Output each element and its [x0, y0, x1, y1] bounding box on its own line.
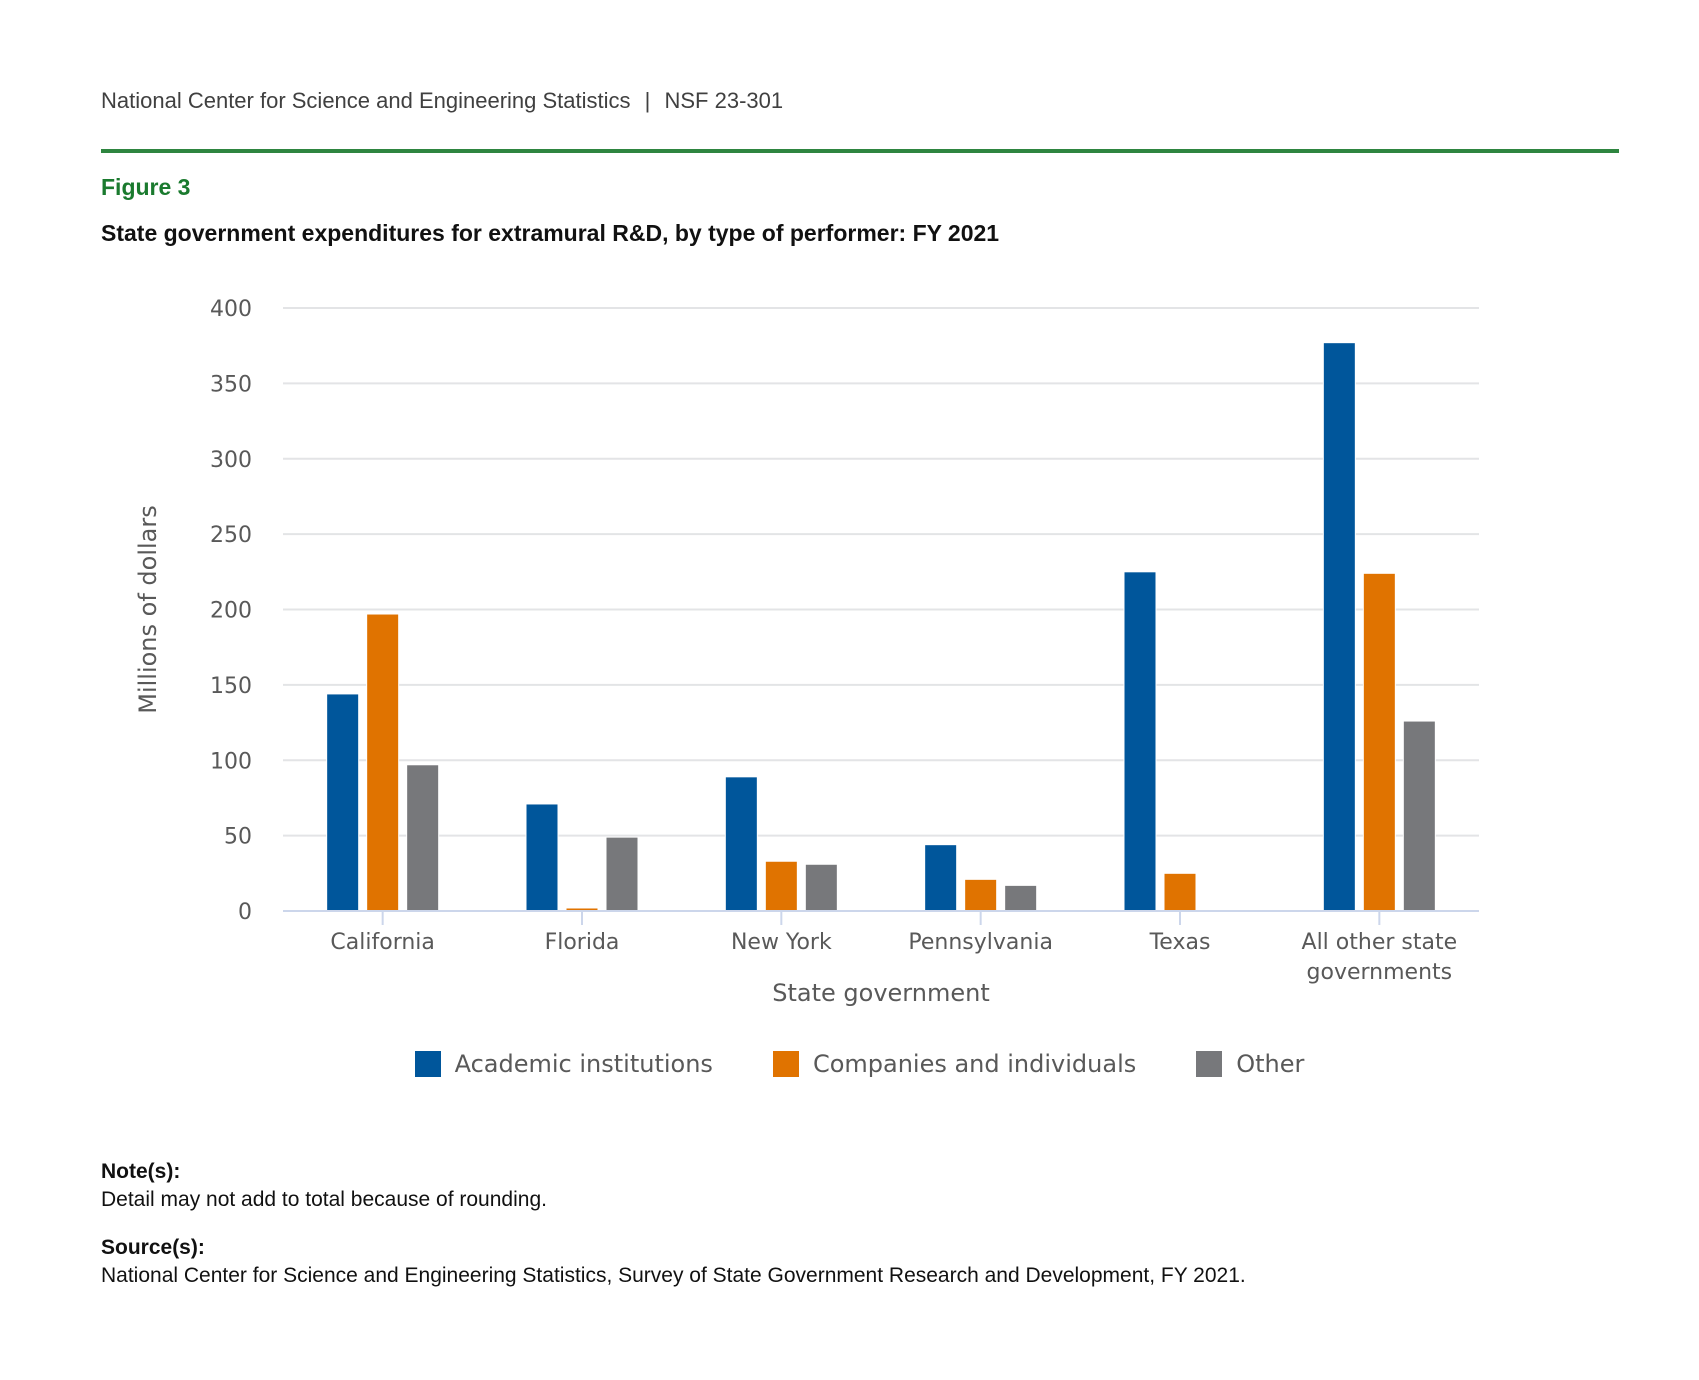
legend-item[interactable]: Academic institutions: [414, 1050, 713, 1078]
x-tick-label: California: [330, 930, 434, 955]
legend-label: Other: [1236, 1050, 1305, 1078]
bar: [605, 836, 639, 912]
bar-chart: 0 50 100 150 200 250 300 350 400 California Florid…: [134, 297, 1479, 1007]
notes-section: Note(s): Detail may not add to total bec…: [101, 1158, 1246, 1290]
source-text: National Center for Science and Engineer…: [101, 1264, 1246, 1287]
bar: [1402, 720, 1436, 912]
bar: [1322, 342, 1356, 912]
legend-swatch: [772, 1051, 799, 1077]
y-tick-label: 150: [210, 674, 252, 699]
report-number: NSF 23-301: [664, 88, 784, 113]
y-tick-label: 300: [210, 448, 252, 473]
bar: [1163, 872, 1197, 912]
x-tick-label: All other state: [1302, 930, 1458, 955]
bar: [1004, 884, 1038, 912]
legend-label: Companies and individuals: [812, 1050, 1137, 1078]
bar: [406, 764, 440, 912]
bar: [924, 844, 958, 912]
bar: [326, 693, 360, 912]
bar: [366, 613, 400, 912]
y-tick-label: 400: [210, 297, 252, 322]
legend-item[interactable]: Companies and individuals: [772, 1050, 1137, 1078]
x-tick-label: Florida: [545, 930, 620, 955]
header-separator: |: [644, 88, 651, 113]
y-axis-title: Millions of dollars: [134, 505, 162, 714]
x-tick-label: New York: [731, 930, 832, 955]
y-tick-label: 0: [238, 900, 252, 925]
legend-swatch: [1196, 1051, 1223, 1077]
bar: [1362, 572, 1396, 912]
bar: [1123, 571, 1157, 912]
source-label: Source(s):: [101, 1236, 205, 1259]
y-tick-label: 200: [210, 599, 252, 624]
legend-swatch: [414, 1051, 441, 1077]
bar: [525, 803, 559, 912]
x-tick-label: Texas: [1149, 930, 1211, 955]
x-tick-label: Pennsylvania: [908, 930, 1053, 955]
y-tick-label: 100: [210, 749, 252, 774]
legend-item[interactable]: Other: [1196, 1050, 1304, 1078]
org-name: National Center for Science and Engineer…: [101, 88, 631, 113]
header-divider: [101, 149, 1619, 153]
note-label: Note(s):: [101, 1160, 181, 1183]
x-tick-label: governments: [1307, 960, 1453, 985]
note-text: Detail may not add to total because of r…: [101, 1188, 547, 1211]
chart-legend: Academic institutions Companies and indiv…: [0, 1050, 1699, 1078]
figure-title: State government expenditures for extram…: [101, 220, 1000, 246]
x-axis-title: State government: [772, 979, 989, 1007]
bar: [764, 860, 798, 912]
bar: [804, 863, 838, 912]
y-tick-label: 50: [224, 825, 252, 850]
report-header: National Center for Science and Engineer…: [101, 88, 783, 114]
bar: [964, 878, 998, 912]
legend-label: Academic institutions: [454, 1050, 713, 1078]
bar: [724, 776, 758, 912]
figure-label: Figure 3: [101, 174, 191, 200]
y-tick-label: 250: [210, 523, 252, 548]
y-tick-label: 350: [210, 372, 252, 397]
